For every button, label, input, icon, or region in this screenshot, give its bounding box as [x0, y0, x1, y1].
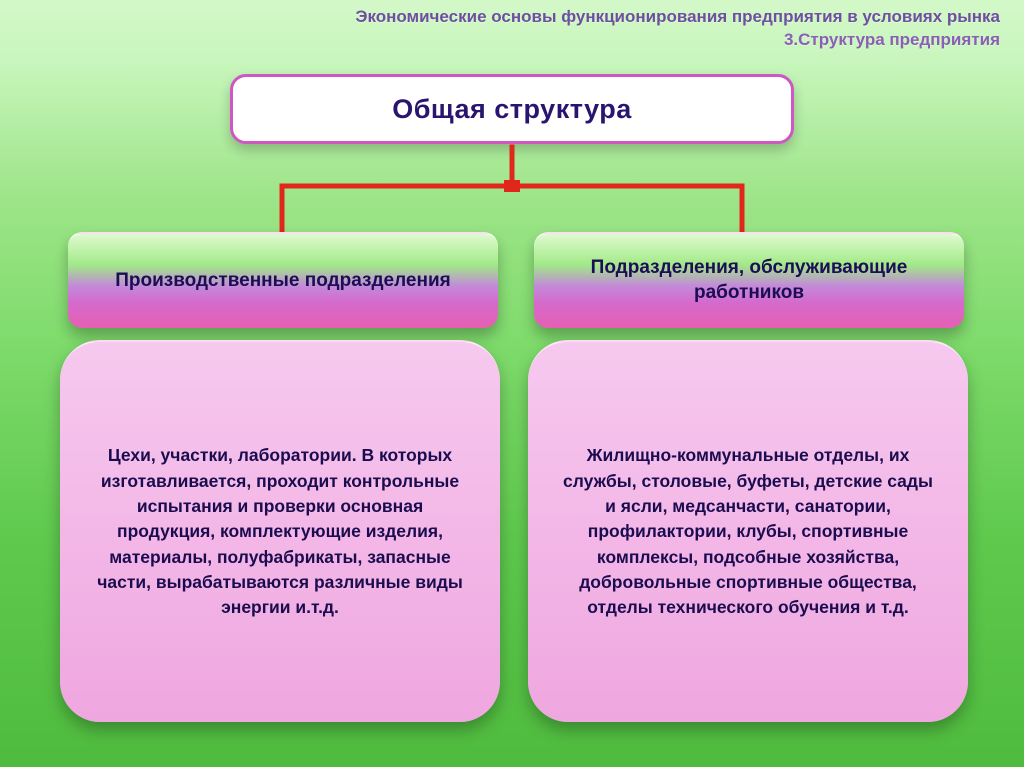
- child-node-production: Производственные подразделения: [68, 232, 498, 328]
- header-line-2: 3.Структура предприятия: [355, 29, 1000, 52]
- child-node-service: Подразделения, обслуживающие работников: [534, 232, 964, 328]
- header-line-1: Экономические основы функционирования пр…: [355, 6, 1000, 29]
- detail-node-service: Жилищно-коммунальные отделы, их службы, …: [528, 340, 968, 722]
- root-node: Общая структура: [230, 74, 794, 144]
- detail-text-service: Жилищно-коммунальные отделы, их службы, …: [558, 443, 938, 621]
- root-label: Общая структура: [392, 94, 632, 125]
- detail-text-production: Цехи, участки, лаборатории. В которых из…: [90, 443, 470, 621]
- child-title-service: Подразделения, обслуживающие работников: [534, 256, 964, 305]
- slide-header: Экономические основы функционирования пр…: [355, 6, 1000, 52]
- child-title-production: Производственные подразделения: [101, 269, 464, 294]
- detail-node-production: Цехи, участки, лаборатории. В которых из…: [60, 340, 500, 722]
